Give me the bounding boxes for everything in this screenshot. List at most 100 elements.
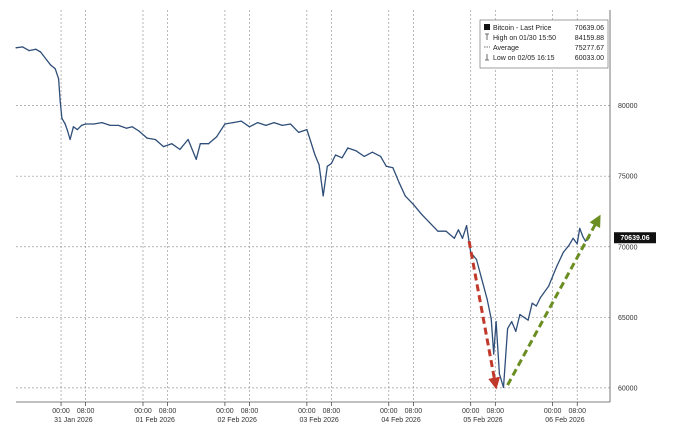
- x-date-label: 04 Feb 2026: [381, 417, 420, 424]
- annotation-layer: 70639.06: [467, 214, 656, 390]
- x-tick-label: 00:00: [544, 408, 562, 415]
- price-point: [466, 225, 468, 227]
- price-point: [273, 122, 275, 124]
- price-point: [138, 130, 140, 132]
- y-tick-label: 70000: [618, 244, 638, 251]
- price-point: [568, 244, 570, 246]
- price-point: [493, 353, 495, 355]
- price-point: [341, 157, 343, 159]
- price-point: [523, 316, 525, 318]
- price-point: [502, 386, 505, 388]
- price-point: [429, 222, 431, 224]
- x-tick-label: 00:00: [216, 408, 234, 415]
- price-point: [539, 297, 542, 299]
- legend-entry-value: 70639.06: [575, 25, 604, 32]
- price-point: [72, 126, 74, 128]
- price-point: [334, 154, 337, 156]
- price-point: [531, 302, 533, 304]
- price-point: [131, 126, 133, 128]
- legend-entry-label: Low on 02/05 16:15: [493, 55, 555, 62]
- x-tick-label: 08:00: [405, 408, 423, 415]
- y-tick-label: 60000: [618, 385, 638, 392]
- x-tick-label: 08:00: [487, 408, 505, 415]
- price-point: [64, 123, 66, 125]
- legend-entry-label: Average: [493, 45, 519, 52]
- legend-entry-label: High on 01/30 15:50: [493, 35, 556, 42]
- price-point: [582, 236, 584, 238]
- series-layer: [15, 46, 591, 389]
- price-point: [40, 51, 42, 53]
- price-point: [490, 318, 492, 320]
- price-point: [58, 78, 60, 80]
- price-point: [355, 150, 357, 152]
- price-point: [146, 137, 148, 139]
- price-point: [412, 203, 414, 205]
- price-point: [421, 213, 423, 215]
- x-tick-label: 08:00: [77, 408, 95, 415]
- price-point: [318, 164, 320, 166]
- price-point: [22, 46, 24, 48]
- price-point: [126, 127, 128, 129]
- x-tick-label: 08:00: [241, 408, 259, 415]
- plot-background: [16, 10, 610, 402]
- legend-entry-value: 75277.67: [575, 45, 604, 52]
- price-point: [556, 265, 558, 268]
- last-price-box: [614, 232, 656, 244]
- price-point: [511, 321, 513, 323]
- price-point: [162, 146, 165, 148]
- price-point: [85, 123, 87, 125]
- x-date-label: 05 Feb 2026: [463, 417, 502, 424]
- price-point: [347, 147, 349, 149]
- price-point: [385, 165, 387, 167]
- price-point: [322, 195, 324, 197]
- price-point: [224, 123, 226, 125]
- price-point: [298, 131, 300, 133]
- price-point: [579, 227, 581, 229]
- price-point: [69, 138, 71, 141]
- x-tick-label: 08:00: [323, 408, 341, 415]
- price-point: [314, 154, 316, 156]
- price-point: [548, 285, 550, 287]
- legend-entry-value: 84159.88: [575, 35, 604, 42]
- price-point: [572, 237, 574, 239]
- red-down-arrow: [467, 240, 501, 390]
- price-point: [54, 68, 56, 70]
- price-point: [281, 124, 283, 126]
- price-point: [109, 124, 111, 126]
- x-date-label: 31 Jan 2026: [54, 417, 93, 424]
- price-point: [326, 165, 328, 167]
- price-point: [179, 148, 181, 150]
- price-point: [67, 130, 69, 132]
- y-tick-label: 80000: [618, 103, 638, 110]
- x-tick-label: 00:00: [52, 408, 70, 415]
- price-point: [398, 182, 400, 184]
- price-point: [289, 123, 292, 125]
- price-point: [437, 230, 439, 232]
- price-point: [248, 126, 251, 128]
- price-point: [154, 138, 156, 141]
- price-point: [306, 129, 308, 131]
- price-point: [171, 143, 173, 145]
- price-point: [519, 313, 521, 316]
- price-point: [46, 59, 48, 62]
- price-point: [257, 122, 259, 124]
- legend-entry-label: Bitcoin - Last Price: [493, 25, 551, 32]
- x-tick-label: 08:00: [568, 408, 586, 415]
- legend-box: [479, 19, 609, 69]
- price-point: [475, 258, 478, 261]
- price-point: [535, 305, 537, 307]
- price-point: [61, 117, 63, 119]
- high-marker-icon: [485, 33, 489, 40]
- green-up-arrow: [506, 214, 601, 386]
- price-point: [404, 195, 406, 197]
- price-point: [240, 120, 242, 122]
- x-tick-label: 00:00: [462, 408, 480, 415]
- price-point: [117, 124, 119, 126]
- price-point: [15, 47, 17, 49]
- price-point: [562, 251, 564, 253]
- y-tick-label: 75000: [618, 174, 638, 181]
- price-point: [453, 237, 455, 239]
- price-point: [93, 123, 95, 125]
